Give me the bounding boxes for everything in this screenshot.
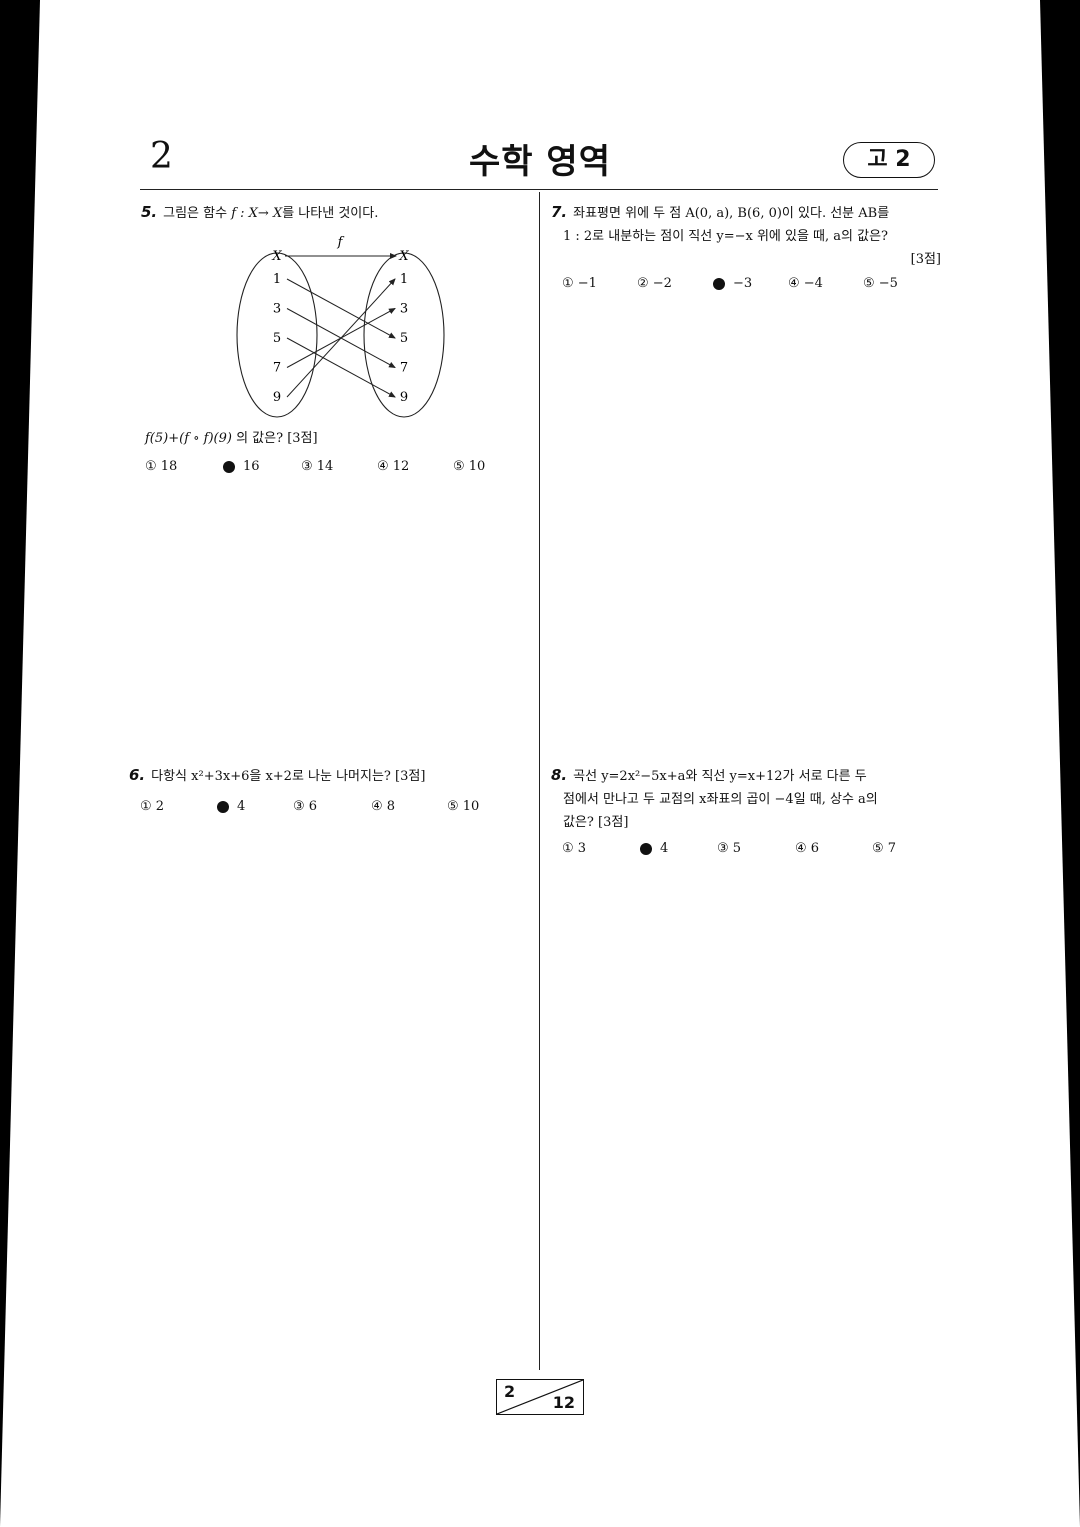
question-5-stem: 5. 그림은 함수 f : X→ X를 나타낸 것이다. — [141, 203, 379, 221]
function-label: f — [337, 235, 345, 250]
choice-4[interactable]: ④ −4 — [788, 276, 823, 291]
choice-4[interactable]: ④ 12 — [377, 459, 410, 474]
question-6-choices: ① 2 4 ③ 6 ④ 8 ⑤ 10 — [140, 799, 507, 814]
choice-1[interactable]: ① −1 — [562, 276, 597, 291]
choice-3[interactable]: ③ 5 — [717, 841, 742, 856]
choice-1[interactable]: ① 3 — [562, 841, 587, 856]
codomain-label: X — [398, 249, 409, 264]
choice-1[interactable]: ① 2 — [140, 799, 165, 814]
question-number: 5. — [141, 203, 158, 221]
question-7-choices: ① −1 ② −2 −3 ④ −4 ⑤ −5 — [562, 276, 923, 291]
choice-2[interactable]: ② −2 — [637, 276, 672, 291]
choice-3[interactable]: ③ 14 — [301, 459, 334, 474]
header-rule — [140, 189, 938, 190]
choice-5[interactable]: ⑤ 7 — [872, 841, 897, 856]
domain-element-5: 5 — [273, 331, 281, 346]
question-5-prompt: f(5)+(f ∘ f)(9) 의 값은? [3점] — [145, 431, 318, 446]
choice-2-marked[interactable]: 16 — [223, 459, 301, 474]
domain-element-3: 3 — [273, 302, 281, 317]
mapping-arrow-9-to-1 — [286, 278, 396, 398]
choice-3[interactable]: ③ 6 — [293, 799, 318, 814]
domain-element-7: 7 — [273, 361, 281, 376]
codomain-element-7: 7 — [400, 361, 408, 376]
choice-5[interactable]: ⑤ −5 — [863, 276, 898, 291]
choice-3-marked[interactable]: −3 — [713, 276, 788, 291]
question-8-choices: ① 3 4 ③ 5 ④ 6 ⑤ 7 — [562, 841, 932, 856]
choice-2-marked[interactable]: 4 — [640, 841, 717, 856]
codomain-element-3: 3 — [400, 302, 408, 317]
choice-4[interactable]: ④ 6 — [795, 841, 820, 856]
column-divider — [539, 192, 540, 1370]
choice-1[interactable]: ① 18 — [145, 459, 178, 474]
page-indicator: 2 12 — [496, 1379, 584, 1415]
question-number: 6. — [129, 766, 146, 784]
marked-bubble-icon — [640, 842, 652, 855]
current-page: 2 — [504, 1382, 516, 1401]
codomain-element-1: 1 — [400, 272, 408, 287]
question-5-choices: ① 18 16 ③ 14 ④ 12 ⑤ 10 — [145, 459, 513, 474]
question-6-stem: 6. 다항식 x²+3x+6을 x+2로 나눈 나머지는? [3점] — [129, 766, 426, 784]
choice-5[interactable]: ⑤ 10 — [453, 459, 486, 474]
choice-2-marked[interactable]: 4 — [217, 799, 293, 814]
marked-bubble-icon — [223, 460, 235, 473]
question-number: 7. — [551, 203, 568, 221]
domain-element-1: 1 — [273, 272, 281, 287]
function-mapping-diagram: f X X 1 3 5 7 9 1 3 5 7 9 — [236, 235, 445, 418]
question-number: 8. — [551, 766, 568, 784]
question-8-stem: 8. 곡선 y=2x²−5x+a와 직선 y=x+12가 서로 다른 두 점에서 … — [551, 766, 878, 830]
codomain-element-9: 9 — [400, 390, 408, 405]
mapping-arrow-1-to-5 — [286, 278, 396, 339]
page-indicator-slash — [497, 1380, 583, 1414]
question-7-stem: 7. 좌표평면 위에 두 점 A(0, a), B(6, 0)이 있다. 선분 A… — [551, 203, 941, 267]
choice-5[interactable]: ⑤ 10 — [447, 799, 480, 814]
choice-4[interactable]: ④ 8 — [371, 799, 396, 814]
domain-element-9: 9 — [273, 390, 281, 405]
codomain-element-5: 5 — [400, 331, 408, 346]
mapping-arrow-5-to-9 — [286, 337, 396, 398]
codomain-ellipse — [363, 252, 445, 418]
page-number: 2 — [150, 136, 173, 177]
total-pages: 12 — [552, 1393, 575, 1412]
domain-ellipse — [236, 252, 318, 418]
domain-label: X — [271, 249, 282, 264]
subject-title: 수학 영역 — [469, 142, 611, 182]
marked-bubble-icon — [217, 800, 229, 813]
marked-bubble-icon — [713, 277, 725, 290]
grade-badge: 고 2 — [843, 142, 935, 178]
